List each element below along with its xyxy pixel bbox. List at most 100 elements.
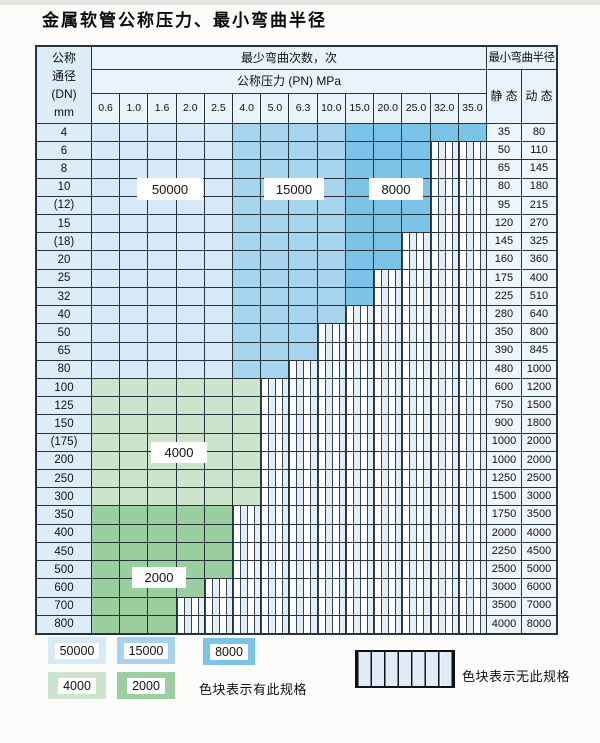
spec-cell bbox=[261, 324, 289, 342]
spec-cell bbox=[261, 306, 289, 324]
legend-value: 4000 bbox=[58, 677, 96, 694]
spec-cell bbox=[120, 251, 148, 269]
static-radius-cell: 3500 bbox=[486, 597, 521, 615]
spec-cell bbox=[261, 488, 289, 506]
cycles-label-50000: 50000 bbox=[137, 178, 203, 200]
spec-cell bbox=[458, 542, 486, 561]
spec-cell bbox=[233, 433, 261, 451]
pressure-header-cell: 5.0 bbox=[261, 94, 289, 123]
spec-cell bbox=[374, 269, 402, 287]
spec-cell bbox=[289, 542, 317, 561]
spec-cell bbox=[204, 215, 233, 233]
spec-cell bbox=[317, 488, 345, 506]
spec-cell bbox=[317, 470, 345, 488]
spec-cell bbox=[204, 324, 233, 342]
spec-cell bbox=[233, 124, 261, 142]
spec-cell bbox=[92, 433, 120, 451]
spec-cell bbox=[374, 561, 402, 579]
spec-cell bbox=[402, 160, 430, 178]
spec-cell bbox=[430, 397, 458, 415]
spec-cell bbox=[176, 397, 204, 415]
dynamic-radius-cell: 8000 bbox=[521, 615, 556, 633]
spec-cell bbox=[176, 160, 204, 178]
spec-cell bbox=[402, 470, 430, 488]
spec-cell bbox=[374, 470, 402, 488]
dynamic-radius-cell: 800 bbox=[521, 324, 556, 342]
spec-cell bbox=[92, 524, 120, 542]
legend-no-spec-text: 色块表示无此规格 bbox=[462, 669, 571, 684]
dn-cell: 65 bbox=[37, 342, 91, 360]
pressure-header-cell: 1.6 bbox=[148, 94, 176, 123]
spec-cell bbox=[261, 597, 289, 615]
spec-cell bbox=[92, 233, 120, 251]
static-radius-cell: 35 bbox=[486, 124, 521, 142]
dynamic-radius-cell: 1200 bbox=[521, 378, 556, 397]
spec-cell bbox=[176, 342, 204, 360]
spec-cell bbox=[148, 269, 176, 287]
spec-cell bbox=[261, 287, 289, 306]
spec-cell bbox=[261, 615, 289, 633]
spec-cell bbox=[204, 287, 233, 306]
spec-cell bbox=[176, 142, 204, 160]
spec-cell bbox=[458, 306, 486, 324]
spec-cell bbox=[120, 415, 148, 433]
dynamic-radius-cell: 2500 bbox=[521, 470, 556, 488]
spec-cell bbox=[345, 160, 374, 178]
spec-cell bbox=[176, 287, 204, 306]
spec-cell bbox=[430, 415, 458, 433]
spec-cell bbox=[120, 360, 148, 378]
spec-cell bbox=[233, 524, 261, 542]
spec-cell bbox=[120, 397, 148, 415]
spec-cell bbox=[120, 342, 148, 360]
spec-cell bbox=[261, 251, 289, 269]
min-bend-radius-header: 最小弯曲半径 bbox=[486, 47, 556, 69]
spec-cell bbox=[261, 415, 289, 433]
spec-cell bbox=[92, 378, 120, 397]
spec-cell bbox=[374, 542, 402, 561]
spec-cell bbox=[374, 160, 402, 178]
spec-cell bbox=[317, 160, 345, 178]
spec-cell bbox=[233, 160, 261, 178]
dn-cell: 800 bbox=[37, 615, 91, 633]
spec-cell bbox=[289, 287, 317, 306]
spec-cell bbox=[345, 488, 374, 506]
page-title: 金属软管公称压力、最小弯曲半径 bbox=[42, 11, 327, 31]
spec-cell bbox=[402, 287, 430, 306]
spec-cell bbox=[176, 215, 204, 233]
spec-table: 公称 通径 (DN) mm 最少弯曲次数，次 最小弯曲半径 公称压力 (PN) … bbox=[35, 45, 558, 635]
spec-cell bbox=[204, 306, 233, 324]
spec-cell bbox=[317, 287, 345, 306]
spec-cell bbox=[430, 160, 458, 178]
spec-cell bbox=[148, 597, 176, 615]
legend-value: 2000 bbox=[127, 677, 165, 694]
dn-cell: 25 bbox=[37, 269, 91, 287]
spec-cell bbox=[176, 378, 204, 397]
dynamic-radius-cell: 400 bbox=[521, 269, 556, 287]
spec-cell bbox=[204, 433, 233, 451]
spec-cell bbox=[120, 433, 148, 451]
spec-cell bbox=[317, 451, 345, 470]
spec-cell bbox=[120, 542, 148, 561]
dynamic-radius-cell: 4000 bbox=[521, 524, 556, 542]
spec-cell bbox=[261, 561, 289, 579]
static-radius-cell: 1000 bbox=[486, 433, 521, 451]
spec-cell bbox=[261, 451, 289, 470]
spec-cell bbox=[458, 360, 486, 378]
spec-cell bbox=[120, 506, 148, 524]
spec-cell bbox=[458, 524, 486, 542]
bend-times-header: 最少弯曲次数，次 bbox=[92, 47, 486, 69]
spec-cell bbox=[204, 506, 233, 524]
static-header: 静 态 bbox=[486, 70, 521, 123]
spec-cell bbox=[289, 615, 317, 633]
spec-cell bbox=[317, 269, 345, 287]
spec-cell bbox=[204, 269, 233, 287]
spec-cell bbox=[233, 597, 261, 615]
spec-cell bbox=[261, 506, 289, 524]
spec-cell bbox=[92, 451, 120, 470]
spec-cell bbox=[120, 196, 148, 215]
spec-cell bbox=[261, 124, 289, 142]
spec-cell bbox=[233, 579, 261, 597]
spec-cell bbox=[148, 306, 176, 324]
legend-value: 8000 bbox=[210, 643, 248, 660]
spec-cell bbox=[458, 415, 486, 433]
